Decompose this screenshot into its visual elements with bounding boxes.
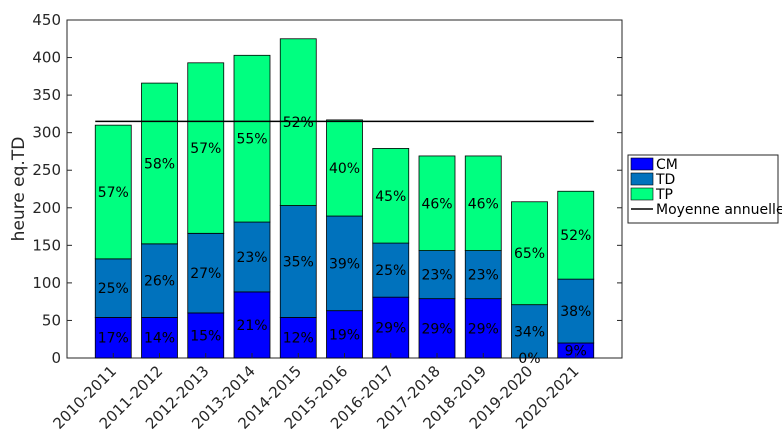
pct-label-cm: 15%: [190, 328, 221, 344]
legend-label-tp: TP: [655, 187, 673, 203]
y-tick-label: 150: [32, 236, 61, 254]
pct-label-tp: 52%: [560, 228, 591, 244]
pct-label-cm: 29%: [375, 321, 406, 337]
bar-segment-cm: [94, 317, 132, 359]
pct-label-td: 35%: [283, 254, 314, 270]
bar-segment-cm: [372, 296, 410, 359]
bar-segment-tp: [279, 38, 317, 206]
legend-label-cm: CM: [656, 157, 678, 173]
y-tick-label: 450: [32, 11, 61, 29]
bar-segment-cm: [464, 298, 502, 359]
percentage-labels: 17% 25% 57% 14% 26% 58% 15% 27% 57% 21% 23% 55% 12% 3…: [98, 115, 592, 367]
bar-segment-cm: [187, 312, 225, 359]
bar-segment-cm: [326, 310, 363, 359]
pct-label-tp: 45%: [375, 189, 406, 205]
pct-label-cm: 17%: [98, 331, 129, 347]
pct-label-td: 25%: [375, 263, 406, 279]
bar-segment-tp: [233, 54, 271, 223]
y-tick-label: 300: [32, 124, 61, 142]
bar-segment-tp: [326, 119, 363, 217]
pct-label-td: 39%: [329, 256, 360, 272]
bar-segment-tp: [187, 62, 225, 234]
pct-label-td: 27%: [190, 266, 221, 282]
bar-segment-cm: [233, 291, 271, 359]
pct-label-cm: 14%: [144, 331, 175, 347]
legend-swatch-tp: [630, 187, 654, 201]
pct-label-tp: 46%: [421, 196, 452, 212]
bars-group: [94, 38, 595, 359]
pct-label-cm: 29%: [468, 321, 499, 337]
pct-label-td: 23%: [421, 268, 452, 284]
pct-label-cm: 21%: [236, 318, 267, 334]
pct-label-tp: 46%: [468, 196, 499, 212]
bar-segment-td: [418, 250, 456, 300]
y-tick-label: 250: [32, 161, 61, 179]
y-tick-label: 0: [51, 349, 61, 367]
pct-label-td: 38%: [560, 304, 591, 320]
bar-segment-td: [141, 243, 178, 318]
pct-label-tp: 65%: [514, 246, 545, 262]
legend-swatch-td: [630, 172, 654, 186]
pct-label-td: 23%: [468, 268, 499, 284]
pct-label-td: 26%: [144, 274, 175, 290]
pct-label-tp: 58%: [144, 156, 175, 172]
pct-label-td: 25%: [98, 281, 129, 297]
bar-segment-tp: [141, 82, 178, 245]
y-tick-label: 200: [32, 199, 61, 217]
y-axis-title: heure eq.TD: [9, 137, 29, 242]
bar-segment-tp: [418, 155, 456, 251]
y-tick-label: 50: [42, 311, 61, 329]
pct-label-cm: 9%: [565, 343, 587, 359]
bar-segment-td: [187, 232, 225, 314]
pct-label-td: 34%: [514, 324, 545, 340]
legend-label-mean-line: Moyenne annuelle: [656, 202, 782, 218]
bar-segment-tp: [557, 190, 595, 280]
pct-label-tp: 55%: [236, 132, 267, 148]
bar-segment-td: [279, 205, 317, 318]
bar-segment-td: [464, 250, 502, 300]
bar-segment-td: [557, 278, 595, 344]
pct-label-cm: 12%: [283, 331, 314, 347]
bar-segment-td: [511, 304, 548, 359]
y-tick-label: 100: [32, 274, 61, 292]
bar-segment-td: [233, 221, 271, 293]
bar-segment-tp: [372, 148, 410, 244]
pct-label-cm: 29%: [421, 321, 452, 337]
bar-segment-tp: [94, 124, 132, 260]
pct-label-tp: 40%: [329, 161, 360, 177]
pct-label-cm: 19%: [329, 327, 360, 343]
pct-label-tp: 57%: [98, 185, 129, 201]
bar-segment-tp: [511, 201, 548, 306]
bar-segment-td: [372, 242, 410, 298]
legend-label-td: TD: [655, 172, 675, 188]
bar-segment-td: [326, 215, 363, 312]
legend-swatch-cm: [630, 157, 654, 171]
y-tick-label: 350: [32, 86, 61, 104]
bar-segment-cm: [418, 298, 456, 359]
pct-label-tp: 57%: [190, 141, 221, 157]
pct-label-cm: 0%: [518, 351, 540, 367]
pct-label-td: 23%: [236, 250, 267, 266]
bar-segment-tp: [464, 155, 502, 251]
pct-label-tp: 52%: [283, 115, 314, 131]
y-tick-label: 400: [32, 49, 61, 67]
